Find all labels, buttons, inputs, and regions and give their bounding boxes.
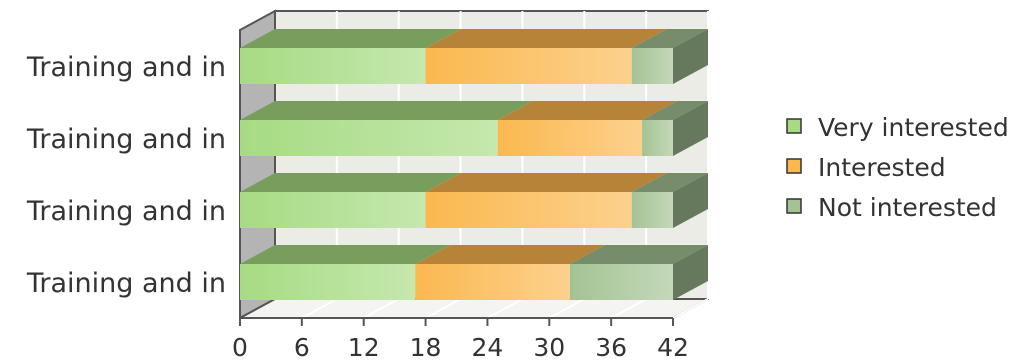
bar-segment (631, 48, 673, 84)
x-tick-label: 30 (533, 333, 565, 362)
floor-grid-line (363, 298, 400, 319)
category-labels: Training and in Training and in Training a… (26, 52, 226, 299)
bar-segment (240, 48, 426, 84)
floor-grid-line (548, 298, 585, 319)
bar-segment (240, 192, 426, 228)
bar-segment (631, 192, 673, 228)
floor-grid-line (672, 298, 709, 319)
legend-label: Not interested (818, 193, 997, 222)
bar-top (497, 101, 678, 120)
x-tick-label: 18 (410, 333, 442, 362)
bar-top (425, 29, 667, 48)
bar-segment (240, 264, 416, 300)
bar-top (240, 101, 533, 120)
bar-segment (497, 120, 643, 156)
category-label: Training and in (26, 124, 226, 155)
bar-segment (415, 264, 570, 300)
floor (239, 298, 709, 319)
bar-end (673, 101, 708, 156)
x-tick-label: 6 (294, 333, 310, 362)
bar-top (240, 173, 461, 192)
floor-grid-line (301, 298, 338, 319)
bar-top (642, 101, 708, 120)
floor-grid-line (610, 298, 647, 319)
bar-top (569, 245, 708, 264)
floor-grid-line (425, 298, 462, 319)
bars (240, 29, 708, 300)
bar-segment (642, 120, 673, 156)
bar-end (673, 173, 708, 228)
x-tick-label: 0 (232, 333, 248, 362)
bar-segment (569, 264, 673, 300)
floor-grid-line (486, 298, 523, 319)
x-tick-label: 12 (348, 333, 380, 362)
bar-top (631, 29, 708, 48)
category-label: Training and in (26, 268, 226, 299)
bar-top (415, 245, 605, 264)
bar-row (240, 245, 708, 300)
bar-segment (425, 48, 632, 84)
legend-swatch (786, 198, 802, 214)
x-tick-label: 42 (657, 333, 689, 362)
bar-row (240, 173, 708, 228)
legend-swatch (786, 118, 802, 134)
bar-end (673, 29, 708, 84)
x-axis: 0 6 12 18 24 30 36 42 (232, 317, 689, 362)
bar-segment (425, 192, 632, 228)
bar-row (240, 101, 708, 156)
legend: Very interested Interested Not interested (786, 113, 1009, 222)
bar-top (425, 173, 667, 192)
category-label: Training and in (26, 196, 226, 227)
bar-top (631, 173, 708, 192)
category-label: Training and in (26, 52, 226, 83)
bar-end (673, 245, 708, 300)
bar-top (240, 245, 451, 264)
bar-row (240, 29, 708, 84)
x-tick-label: 24 (472, 333, 504, 362)
x-tick-label: 36 (595, 333, 627, 362)
bar-top (240, 29, 461, 48)
bar-segment (240, 120, 498, 156)
legend-label: Very interested (818, 113, 1009, 142)
legend-label: Interested (818, 153, 946, 182)
legend-swatch (786, 158, 802, 174)
